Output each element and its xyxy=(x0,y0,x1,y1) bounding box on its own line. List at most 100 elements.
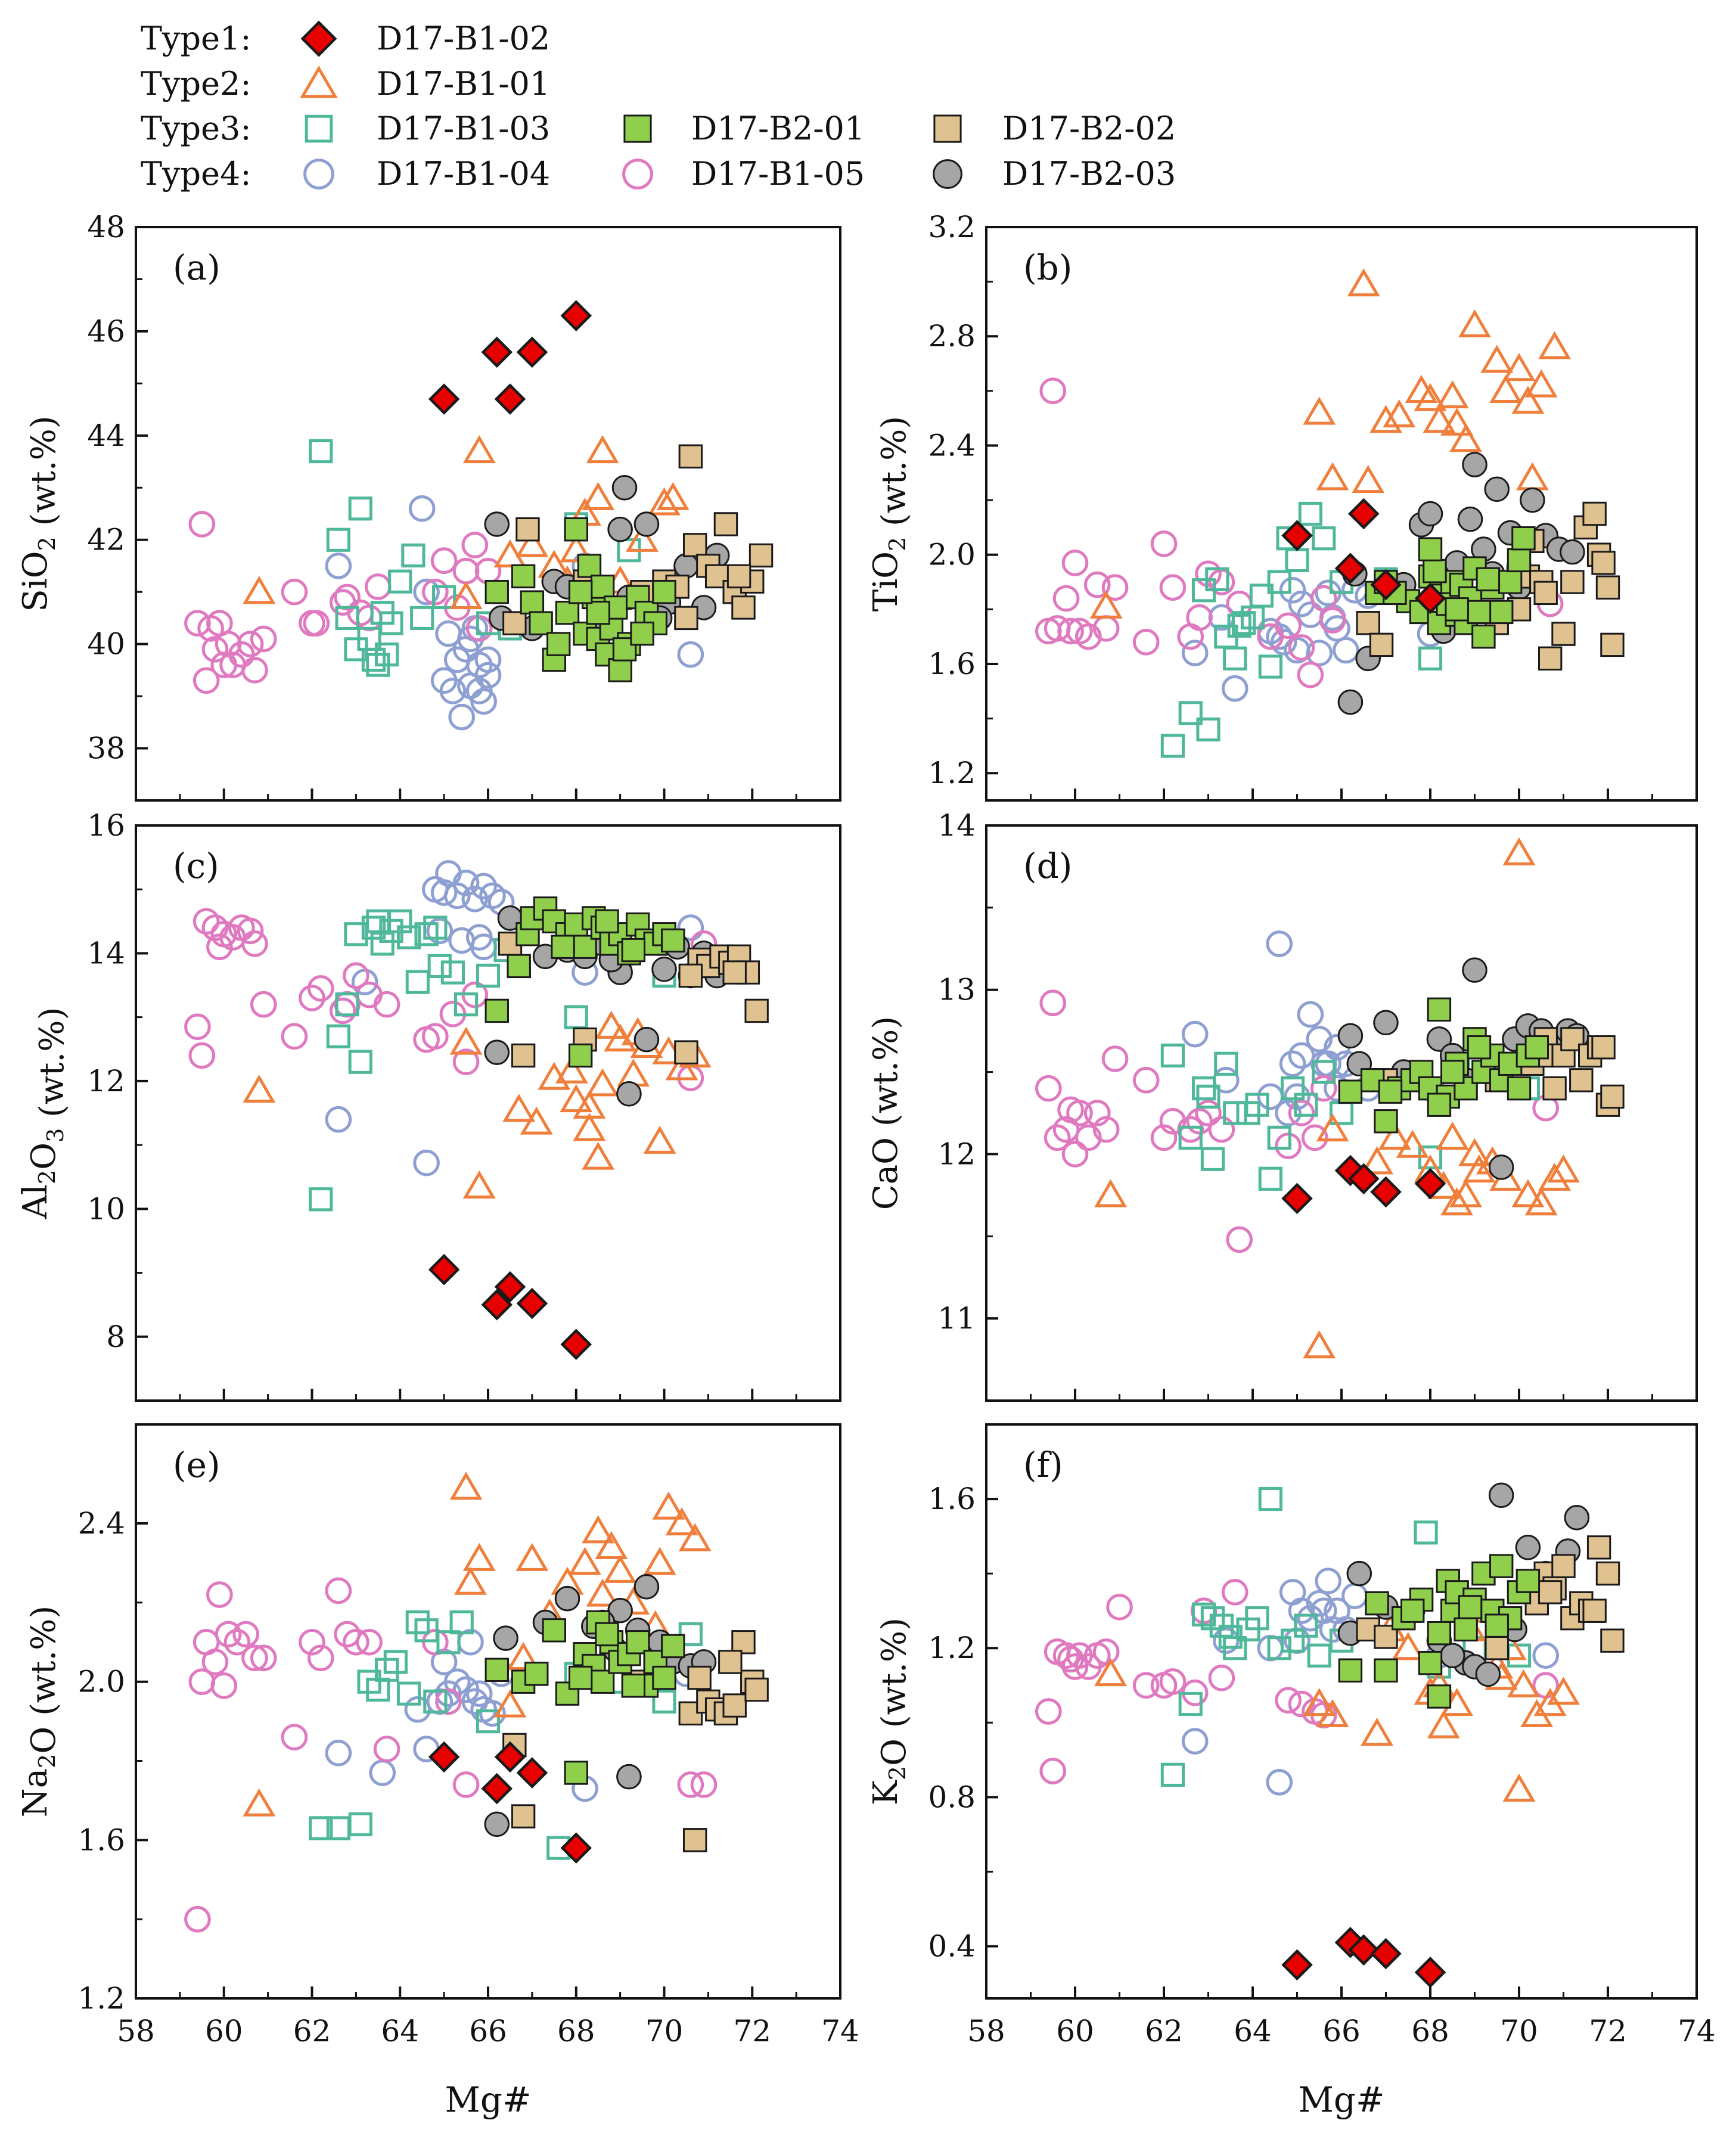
data-point xyxy=(462,1542,496,1571)
data-point xyxy=(586,1578,619,1607)
data-point xyxy=(223,1628,251,1656)
data-point xyxy=(1396,1129,1429,1158)
chart-panel-f: 58 60 62 64 66 68 70 72 74 0.4 0.8 1.2 1.6 (f) K2O (wt… xyxy=(867,1423,1716,2120)
data-point xyxy=(1346,1560,1372,1587)
data-point xyxy=(452,1771,480,1798)
data-point xyxy=(511,1043,536,1068)
data-point xyxy=(1039,989,1067,1017)
data-point xyxy=(661,1634,685,1659)
data-point xyxy=(206,1581,233,1608)
data-point xyxy=(210,1672,238,1699)
data-point xyxy=(1524,369,1558,398)
data-point xyxy=(515,517,540,542)
data-point xyxy=(1221,675,1249,702)
data-point xyxy=(1488,1482,1514,1508)
data-point xyxy=(1370,569,1402,601)
data-point xyxy=(414,922,439,946)
series-d17-b1-05 xyxy=(1035,1579,1559,1784)
data-point xyxy=(1515,1569,1541,1593)
data-point xyxy=(344,922,368,946)
data-point xyxy=(449,1610,474,1635)
y-tick-label: 38 xyxy=(87,731,125,766)
data-point xyxy=(511,564,536,589)
data-point xyxy=(1400,1598,1425,1623)
data-point xyxy=(243,1788,276,1817)
data-point xyxy=(1352,465,1385,493)
data-point xyxy=(1039,377,1067,405)
data-point xyxy=(452,870,480,896)
data-point xyxy=(1181,1020,1209,1048)
data-point xyxy=(633,511,660,537)
data-point xyxy=(577,554,602,578)
x-tick-label: 72 xyxy=(1589,2014,1627,2048)
data-point xyxy=(683,1828,707,1852)
data-point xyxy=(215,1621,242,1648)
panels: 38 40 42 44 46 48 (a) SiO2 (wt.%) 1.2 1.6 2.0 2.4 2.… xyxy=(16,210,1716,2120)
data-point xyxy=(1303,396,1336,425)
data-point xyxy=(1374,1658,1398,1683)
data-point xyxy=(1538,646,1563,671)
data-point xyxy=(1101,574,1129,601)
data-point xyxy=(1489,600,1514,625)
data-point xyxy=(1489,374,1523,403)
x-axis-title: Mg# xyxy=(1298,2079,1384,2120)
data-point xyxy=(1213,1627,1240,1654)
y-tick-label: 11 xyxy=(937,1301,976,1336)
x-tick-label: 72 xyxy=(733,2014,771,2048)
data-point xyxy=(1591,551,1616,575)
data-point xyxy=(1316,1699,1349,1727)
data-point xyxy=(405,1610,430,1635)
data-point xyxy=(184,610,211,637)
x-tick-label: 68 xyxy=(557,2014,595,2048)
data-point xyxy=(1440,1187,1474,1216)
data-point xyxy=(356,604,383,632)
data-point xyxy=(1334,552,1367,584)
series-d17-b1-03 xyxy=(1160,501,1443,758)
series-d17-b1-01 xyxy=(1094,837,1580,1359)
data-point xyxy=(1582,501,1607,526)
data-point xyxy=(1488,1154,1514,1180)
data-point xyxy=(1302,1124,1328,1151)
data-point xyxy=(1160,734,1185,758)
data-point xyxy=(1083,1100,1111,1126)
data-point xyxy=(1035,1698,1062,1725)
data-point xyxy=(1347,1934,1380,1966)
data-point xyxy=(343,1628,369,1656)
data-point xyxy=(516,1287,548,1320)
data-point xyxy=(356,981,383,1008)
data-point xyxy=(1600,1628,1625,1653)
series-d17-b2-01 xyxy=(485,517,676,682)
data-point xyxy=(1150,1124,1178,1151)
data-point xyxy=(493,1625,518,1651)
series-d17-b2-01 xyxy=(1338,1554,1541,1709)
data-point xyxy=(744,1677,769,1702)
data-point xyxy=(428,383,460,415)
data-point xyxy=(452,1048,480,1076)
data-point xyxy=(325,1106,352,1133)
data-point xyxy=(1270,629,1297,656)
panel-label: (e) xyxy=(173,1445,221,1485)
data-point xyxy=(1502,1773,1536,1802)
y-axis-title: K2O (wt.%) xyxy=(867,1618,914,1805)
data-point xyxy=(1150,530,1178,557)
data-point xyxy=(1288,1690,1315,1718)
data-point xyxy=(1427,997,1452,1022)
series-d17-b2-01 xyxy=(1338,997,1549,1134)
x-tick-label: 70 xyxy=(645,2014,684,2048)
data-point xyxy=(564,517,588,542)
data-point xyxy=(1310,1075,1337,1102)
data-point xyxy=(656,482,690,510)
plot-frame xyxy=(985,1423,1698,2000)
legend-marker-d17-b1-04-icon xyxy=(303,159,334,190)
data-point xyxy=(494,1741,526,1773)
y-tick-label: 40 xyxy=(87,627,125,662)
data-point xyxy=(481,336,513,368)
data-point xyxy=(1205,567,1229,592)
data-point xyxy=(1489,1554,1514,1578)
data-point xyxy=(1586,1535,1611,1560)
y-tick-label: 13 xyxy=(937,973,976,1007)
y-tick-label: 3.2 xyxy=(928,210,976,244)
data-point xyxy=(462,435,496,464)
data-point xyxy=(448,703,475,731)
data-point xyxy=(617,1059,650,1087)
